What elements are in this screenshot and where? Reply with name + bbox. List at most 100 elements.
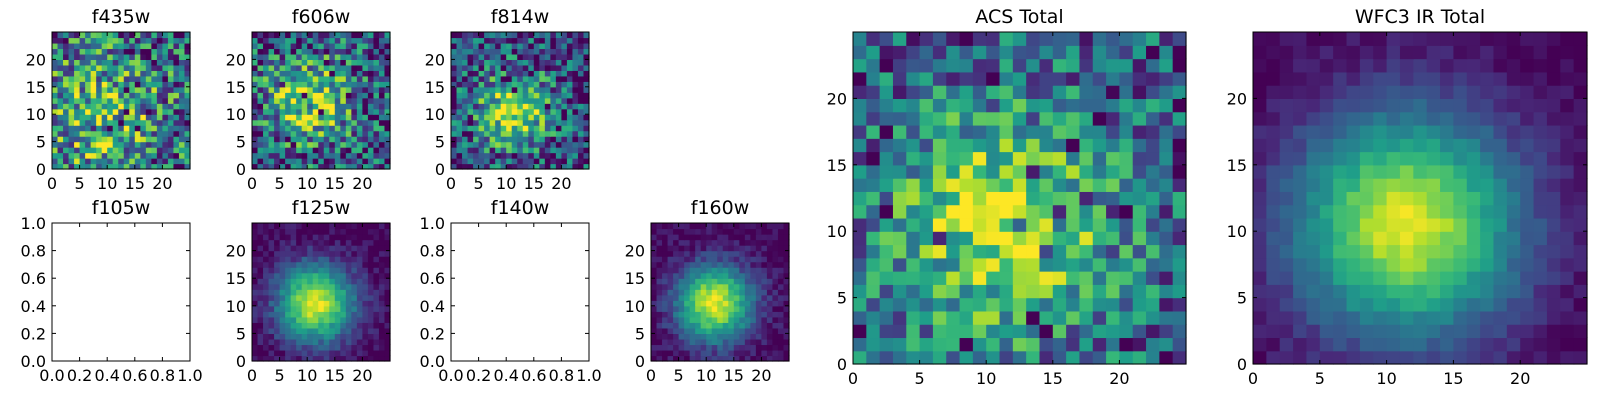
- heatmap-cell: [367, 108, 375, 115]
- heatmap-cell: [522, 92, 529, 99]
- heatmap-cell: [134, 70, 141, 77]
- heatmap-cell: [1466, 85, 1481, 99]
- heatmap-cell: [290, 53, 297, 60]
- heatmap-cell: [268, 355, 275, 362]
- heatmap-cell: [577, 119, 585, 126]
- heatmap-cell: [367, 234, 375, 241]
- heatmap-cell: [517, 70, 524, 77]
- heatmap-cell: [63, 136, 70, 143]
- heatmap-cell: [1533, 151, 1548, 166]
- heatmap-cells: [52, 32, 191, 170]
- heatmap-cell: [252, 223, 259, 230]
- heatmap-cell: [1480, 45, 1495, 60]
- heatmap-cell: [892, 32, 907, 46]
- heatmap-cell: [1520, 271, 1535, 285]
- heatmap-cell: [511, 163, 518, 170]
- heatmap-cell: [550, 147, 557, 154]
- heatmap-cell: [451, 163, 458, 170]
- heatmap-cell: [684, 333, 691, 340]
- heatmap-cell: [1012, 45, 1027, 60]
- heatmap-cell: [285, 338, 292, 346]
- heatmap-cell: [711, 228, 718, 235]
- heatmap-cell: [986, 271, 1001, 285]
- heatmap-cell: [533, 70, 540, 77]
- heatmap-cell: [451, 125, 458, 132]
- heatmap-cell: [722, 223, 729, 230]
- heatmap-cell: [467, 125, 474, 132]
- heatmap-cell: [257, 86, 264, 93]
- heatmap-cell: [539, 136, 546, 143]
- heatmap-cell: [1346, 191, 1361, 206]
- heatmap-cell: [351, 125, 358, 132]
- heatmap-cell: [307, 316, 314, 323]
- heatmap-cell: [517, 119, 524, 126]
- heatmap-cell: [667, 338, 674, 346]
- heatmap-cell: [268, 305, 275, 312]
- heatmap-cell: [473, 70, 480, 77]
- heatmap-cell: [285, 294, 292, 301]
- heatmap-cell: [986, 191, 1001, 206]
- heatmap-cell: [689, 250, 696, 257]
- heatmap-cell: [279, 278, 286, 285]
- x-tick-label: 0.6: [521, 366, 546, 385]
- heatmap-cell: [583, 48, 590, 55]
- heatmap-cell: [495, 114, 502, 121]
- heatmap-cell: [373, 338, 380, 346]
- heatmap-cell: [384, 272, 391, 279]
- heatmap-cell: [1319, 138, 1334, 153]
- heatmap-cell: [533, 64, 540, 71]
- heatmap-cell: [274, 278, 281, 285]
- heatmap-cell: [739, 316, 746, 323]
- heatmap-cell: [755, 261, 762, 268]
- heatmap-cell: [717, 250, 724, 257]
- heatmap-cell: [467, 114, 474, 121]
- heatmap-cell: [1560, 324, 1575, 339]
- heatmap-cell: [373, 141, 380, 148]
- heatmap-cell: [879, 271, 894, 285]
- heatmap-cell: [986, 98, 1001, 113]
- heatmap-cell: [517, 64, 524, 71]
- heatmap-cell: [290, 272, 297, 279]
- heatmap-cell: [478, 48, 485, 55]
- heatmap-cell: [178, 136, 186, 143]
- heatmap-cell: [783, 327, 790, 334]
- heatmap-cell: [755, 311, 762, 318]
- heatmap-cell: [356, 147, 363, 154]
- heatmap-cell: [462, 119, 469, 126]
- heatmap-cell: [467, 92, 474, 99]
- heatmap-cell: [733, 267, 740, 274]
- heatmap-cell: [184, 136, 191, 143]
- heatmap-cell: [1399, 85, 1414, 99]
- heatmap-cell: [1506, 231, 1521, 246]
- heatmap-cell: [63, 158, 70, 165]
- heatmap-cell: [1172, 310, 1187, 325]
- heatmap-cell: [946, 45, 961, 60]
- heatmap-cell: [1066, 45, 1081, 60]
- heatmap-cell: [290, 300, 297, 307]
- heatmap-cell: [706, 250, 713, 257]
- heatmap-cell: [583, 75, 590, 82]
- heatmap-cell: [761, 228, 768, 235]
- heatmap-cell: [946, 324, 961, 339]
- heatmap-cell: [279, 86, 286, 93]
- heatmap-cell: [1506, 151, 1521, 166]
- heatmap-cell: [972, 217, 987, 232]
- heatmap-cell: [999, 310, 1014, 325]
- heatmap-cell: [296, 114, 303, 121]
- heatmap-cell: [90, 97, 97, 104]
- heatmap-cell: [528, 86, 535, 93]
- heatmap-cell: [544, 163, 551, 170]
- heatmap-cell: [1560, 85, 1575, 99]
- heatmap-cell: [351, 130, 358, 137]
- heatmap-cell: [290, 75, 297, 82]
- heatmap-cell: [1146, 244, 1160, 259]
- heatmap-cell: [866, 204, 881, 219]
- heatmap-cell: [129, 70, 136, 77]
- heatmap-cell: [268, 97, 275, 104]
- heatmap-cell: [345, 114, 352, 121]
- heatmap-cell: [761, 300, 768, 307]
- heatmap-cell: [517, 130, 524, 137]
- heatmap-cell: [373, 305, 380, 312]
- heatmap-cell: [533, 119, 540, 126]
